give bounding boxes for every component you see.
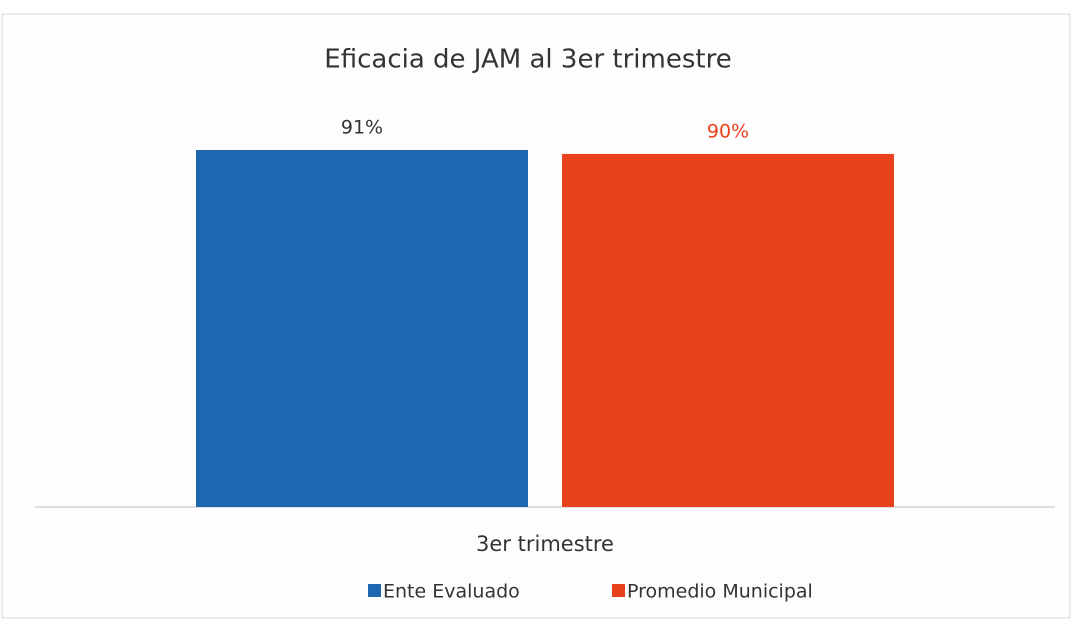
bar <box>562 153 894 507</box>
value-label: 90% <box>707 120 749 142</box>
legend-swatch <box>368 584 381 597</box>
chart-frame <box>1 13 1071 619</box>
legend-label: Ente Evaluado <box>383 581 520 603</box>
bar <box>196 150 528 507</box>
chart-title: Eficacia de JAM al 3er trimestre <box>324 45 731 75</box>
legend-swatch <box>612 584 625 597</box>
value-label: 91% <box>341 117 383 139</box>
legend-label: Promedio Municipal <box>627 581 813 603</box>
x-tick-label: 3er trimestre <box>476 532 614 556</box>
